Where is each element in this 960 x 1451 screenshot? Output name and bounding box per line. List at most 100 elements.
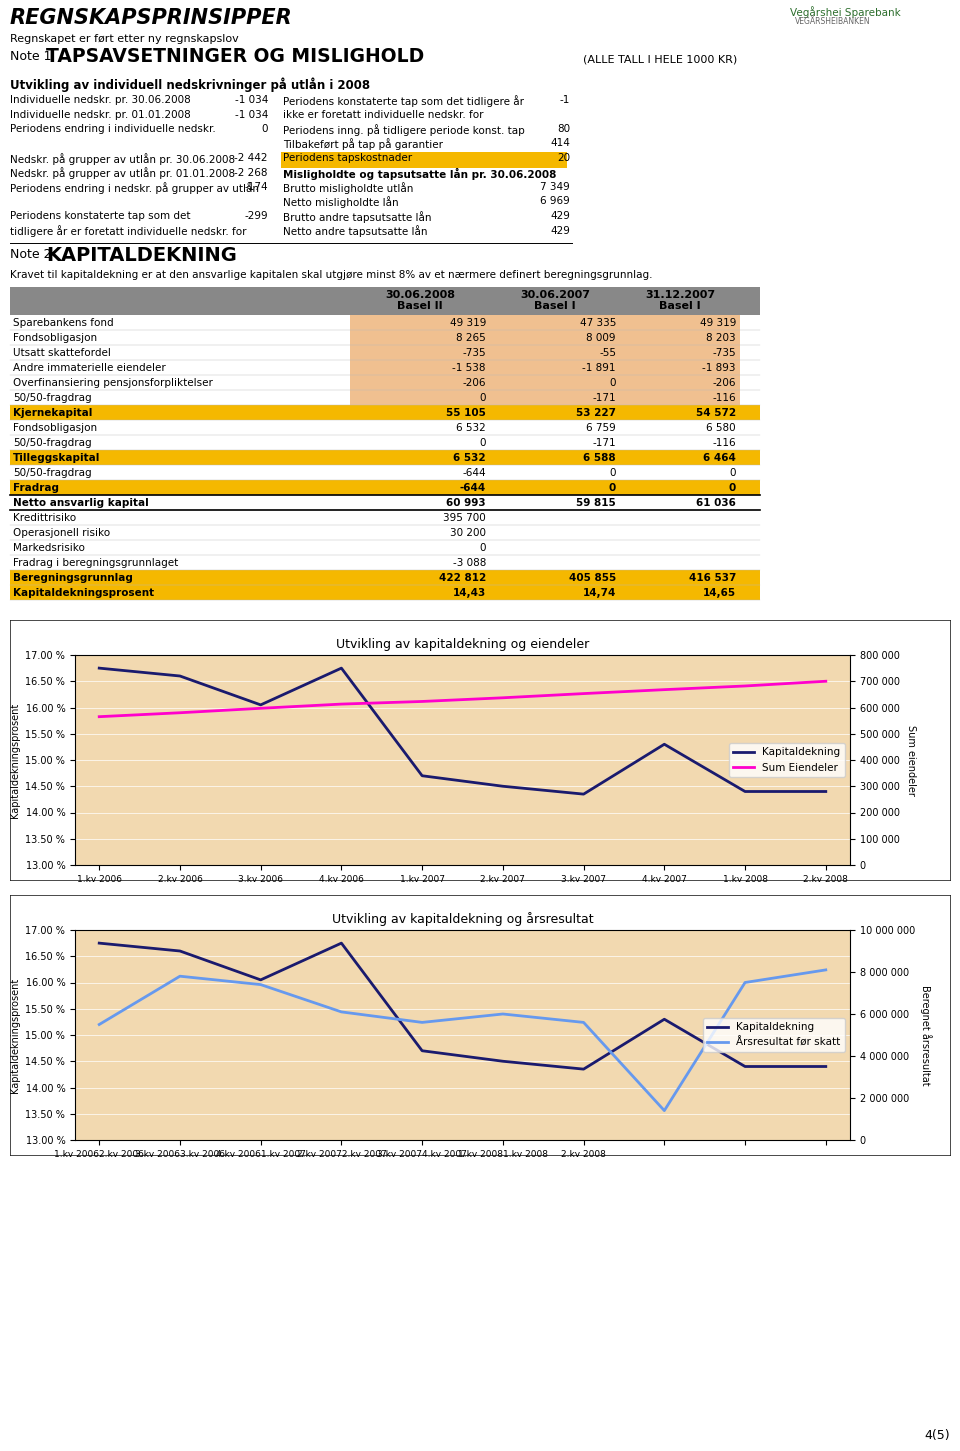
Text: Note 1: Note 1 — [10, 49, 52, 62]
Bar — [281, 152, 567, 167]
Text: -174: -174 — [245, 181, 268, 192]
Bar — [10, 620, 950, 879]
Text: 416 537: 416 537 — [688, 573, 736, 583]
Text: Periodens konstaterte tap som det tidligere år: Periodens konstaterte tap som det tidlig… — [283, 94, 524, 107]
Text: 0: 0 — [729, 483, 736, 493]
Text: 405 855: 405 855 — [568, 573, 616, 583]
Text: -1 893: -1 893 — [703, 363, 736, 373]
Text: Kravet til kapitaldekning er at den ansvarlige kapitalen skal utgjøre minst 8% a: Kravet til kapitaldekning er at den ansv… — [10, 270, 653, 280]
Text: (ALLE TALL I HELE 1000 KR): (ALLE TALL I HELE 1000 KR) — [583, 54, 737, 64]
Text: Nedskr. på grupper av utlån pr. 30.06.2008: Nedskr. på grupper av utlån pr. 30.06.20… — [10, 152, 235, 165]
Text: -644: -644 — [463, 469, 486, 477]
Text: 55 105: 55 105 — [446, 408, 486, 418]
Text: Regnskapet er ført etter ny regnskapslov: Regnskapet er ført etter ny regnskapslov — [10, 33, 239, 44]
Text: Netto ansvarlig kapital: Netto ansvarlig kapital — [13, 498, 149, 508]
Bar — [350, 390, 740, 405]
Text: 50/50-fragdrag: 50/50-fragdrag — [13, 393, 91, 403]
Bar — [10, 570, 760, 585]
Text: 8 009: 8 009 — [587, 332, 616, 342]
Text: 50/50-fragdrag: 50/50-fragdrag — [13, 438, 91, 448]
Bar — [350, 315, 740, 329]
Text: Periodens tapskostnader: Periodens tapskostnader — [283, 152, 412, 163]
Text: Fradrag i beregningsgrunnlaget: Fradrag i beregningsgrunnlaget — [13, 559, 179, 567]
Text: 60 993: 60 993 — [446, 498, 486, 508]
Text: 0: 0 — [479, 393, 486, 403]
Text: Kjernekapital: Kjernekapital — [13, 408, 92, 418]
Y-axis label: Kapitaldekningsprosent: Kapitaldekningsprosent — [10, 702, 20, 817]
Text: Utvikling av individuell nedskrivninger på utlån i 2008: Utvikling av individuell nedskrivninger … — [10, 77, 371, 91]
Text: Fradrag: Fradrag — [13, 483, 59, 493]
Text: -116: -116 — [712, 438, 736, 448]
Text: 8 203: 8 203 — [707, 332, 736, 342]
Text: -3 088: -3 088 — [452, 559, 486, 567]
Text: 59 815: 59 815 — [576, 498, 616, 508]
Text: Netto misligholdte lån: Netto misligholdte lån — [283, 196, 398, 209]
Text: 6 464: 6 464 — [703, 453, 736, 463]
Text: -2 442: -2 442 — [234, 152, 268, 163]
Text: Note 2: Note 2 — [10, 248, 52, 261]
Y-axis label: Kapitaldekningsprosent: Kapitaldekningsprosent — [10, 978, 20, 1093]
Text: 14,43: 14,43 — [453, 588, 486, 598]
Text: 0: 0 — [479, 438, 486, 448]
Text: -735: -735 — [463, 348, 486, 358]
Text: TAPSAVSETNINGER OG MISLIGHOLD: TAPSAVSETNINGER OG MISLIGHOLD — [46, 46, 424, 65]
Text: Periodens endring i nedskr. på grupper av utlån: Periodens endring i nedskr. på grupper a… — [10, 181, 259, 194]
Text: -206: -206 — [463, 379, 486, 387]
Text: Fondsobligasjon: Fondsobligasjon — [13, 332, 97, 342]
Text: Periodens konstaterte tap som det: Periodens konstaterte tap som det — [10, 210, 190, 221]
Text: 54 572: 54 572 — [696, 408, 736, 418]
Bar — [10, 480, 760, 495]
Text: 6 759: 6 759 — [587, 424, 616, 432]
Text: 4(5): 4(5) — [924, 1429, 950, 1442]
Text: 47 335: 47 335 — [580, 318, 616, 328]
Text: Brutto misligholdte utlån: Brutto misligholdte utlån — [283, 181, 414, 194]
Text: 14,65: 14,65 — [703, 588, 736, 598]
Text: Brutto andre tapsutsatte lån: Brutto andre tapsutsatte lån — [283, 210, 431, 223]
Text: 414: 414 — [550, 138, 570, 148]
Text: Fondsobligasjon: Fondsobligasjon — [13, 424, 97, 432]
Text: 30.06.2007: 30.06.2007 — [520, 290, 590, 300]
Text: -644: -644 — [460, 483, 486, 493]
Text: 6 532: 6 532 — [453, 453, 486, 463]
Text: 61 036: 61 036 — [696, 498, 736, 508]
Text: -1 891: -1 891 — [583, 363, 616, 373]
Text: 395 700: 395 700 — [444, 514, 486, 522]
Bar — [350, 345, 740, 360]
Bar — [350, 329, 740, 345]
Text: -55: -55 — [599, 348, 616, 358]
Text: 7 349: 7 349 — [540, 181, 570, 192]
Text: 14,74: 14,74 — [583, 588, 616, 598]
Text: Basel II: Basel II — [397, 300, 443, 311]
Bar — [10, 287, 760, 315]
Text: Andre immaterielle eiendeler: Andre immaterielle eiendeler — [13, 363, 166, 373]
Title: Utvikling av kapitaldekning og eiendeler: Utvikling av kapitaldekning og eiendeler — [336, 638, 589, 651]
Text: 0: 0 — [610, 379, 616, 387]
Text: Tilbakeført på tap på garantier: Tilbakeført på tap på garantier — [283, 138, 443, 151]
Text: 53 227: 53 227 — [576, 408, 616, 418]
Text: ikke er foretatt individuelle nedskr. for: ikke er foretatt individuelle nedskr. fo… — [283, 109, 484, 119]
Y-axis label: Beregnet årsresultat: Beregnet årsresultat — [920, 985, 931, 1085]
Text: 429: 429 — [550, 225, 570, 235]
Text: 6 969: 6 969 — [540, 196, 570, 206]
Text: Netto andre tapsutsatte lån: Netto andre tapsutsatte lån — [283, 225, 427, 238]
Bar — [10, 585, 760, 601]
Text: 80: 80 — [557, 123, 570, 133]
Text: Basel I: Basel I — [660, 300, 701, 311]
Text: tidligere år er foretatt individuelle nedskr. for: tidligere år er foretatt individuelle ne… — [10, 225, 247, 238]
Text: Overfinansiering pensjonsforpliktelser: Overfinansiering pensjonsforpliktelser — [13, 379, 213, 387]
Text: 31.12.2007: 31.12.2007 — [645, 290, 715, 300]
Title: Utvikling av kapitaldekning og årsresultat: Utvikling av kapitaldekning og årsresult… — [332, 913, 593, 926]
Text: Sparebankens fond: Sparebankens fond — [13, 318, 113, 328]
Text: 30 200: 30 200 — [450, 528, 486, 538]
Text: -735: -735 — [712, 348, 736, 358]
Text: Beregningsgrunnlag: Beregningsgrunnlag — [13, 573, 132, 583]
Text: -1 034: -1 034 — [234, 94, 268, 104]
Bar — [350, 360, 740, 374]
Text: Nedskr. på grupper av utlån pr. 01.01.2008: Nedskr. på grupper av utlån pr. 01.01.20… — [10, 167, 235, 180]
Text: -171: -171 — [592, 438, 616, 448]
Bar — [10, 405, 760, 419]
Text: 429: 429 — [550, 210, 570, 221]
Legend: Kapitaldekning, Årsresultat før skatt: Kapitaldekning, Årsresultat før skatt — [703, 1019, 845, 1052]
Text: 49 319: 49 319 — [700, 318, 736, 328]
Text: -2 268: -2 268 — [234, 167, 268, 177]
